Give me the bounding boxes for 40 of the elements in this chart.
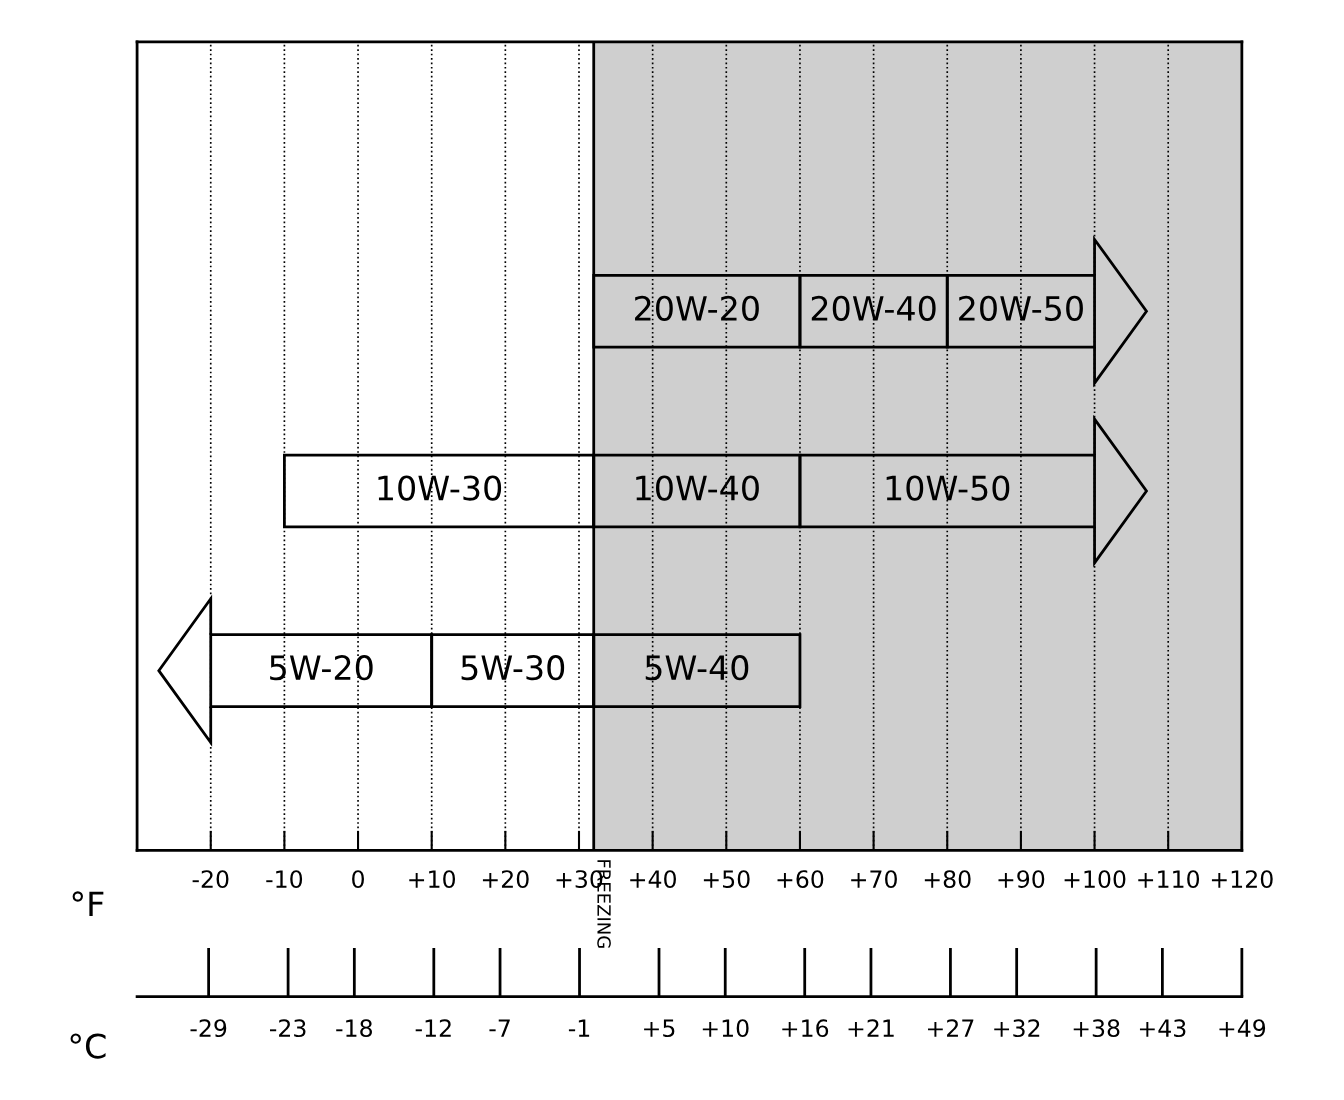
x2-tick-label: +32 <box>994 1019 1040 1038</box>
x2-tick-label: -29 <box>190 1019 227 1038</box>
x2-tick-label: +27 <box>928 1019 974 1037</box>
x-tick-label: +80 <box>924 870 971 889</box>
series-label: 5W-40 <box>645 655 749 681</box>
series-label: 20W-50 <box>959 295 1083 321</box>
x-tick-label: +60 <box>777 870 824 889</box>
series-label: 20W-40 <box>811 295 936 321</box>
series-label: 10W-30 <box>378 475 502 501</box>
x-tick-label: +50 <box>703 870 750 889</box>
series-label: 5W-20 <box>270 655 373 681</box>
x2-tick-label: +5 <box>644 1019 675 1038</box>
x2-tick-label: -18 <box>336 1019 372 1038</box>
series-label: 10W-50 <box>886 475 1010 501</box>
x2-axis-title: °C <box>70 1033 106 1059</box>
x-tick-label: +110 <box>1138 870 1200 889</box>
x-tick-label: +20 <box>482 870 529 889</box>
x-tick-label: 0 <box>352 870 364 889</box>
x-tick-label: +90 <box>998 870 1045 889</box>
series-label: 10W-40 <box>636 475 759 501</box>
x2-tick-label: +49 <box>1219 1019 1266 1038</box>
x-tick-label: +10 <box>409 870 456 889</box>
series-label: 5W-30 <box>461 655 565 681</box>
x2-tick-label: -7 <box>489 1019 510 1037</box>
x-axis-title: °F <box>72 891 104 917</box>
x-tick-label: +120 <box>1211 870 1273 889</box>
x2-tick-label: +21 <box>848 1019 894 1037</box>
x2-tick-label: -12 <box>415 1019 451 1037</box>
x2-tick-label: -1 <box>568 1019 590 1037</box>
x-tick-label: -10 <box>266 870 303 889</box>
x2-tick-label: +10 <box>702 1019 749 1038</box>
series-label: 20W-20 <box>635 295 759 321</box>
x-tick-label: +100 <box>1064 870 1126 889</box>
x2-tick-label: -23 <box>269 1019 306 1038</box>
x2-tick-label: +16 <box>782 1019 829 1038</box>
x2-tick-label: +43 <box>1139 1019 1186 1038</box>
x-tick-label: +70 <box>851 870 897 889</box>
x-tick-label: +40 <box>630 870 676 889</box>
x2-tick-label: +38 <box>1073 1019 1120 1038</box>
x-tick-label: -20 <box>192 870 229 889</box>
